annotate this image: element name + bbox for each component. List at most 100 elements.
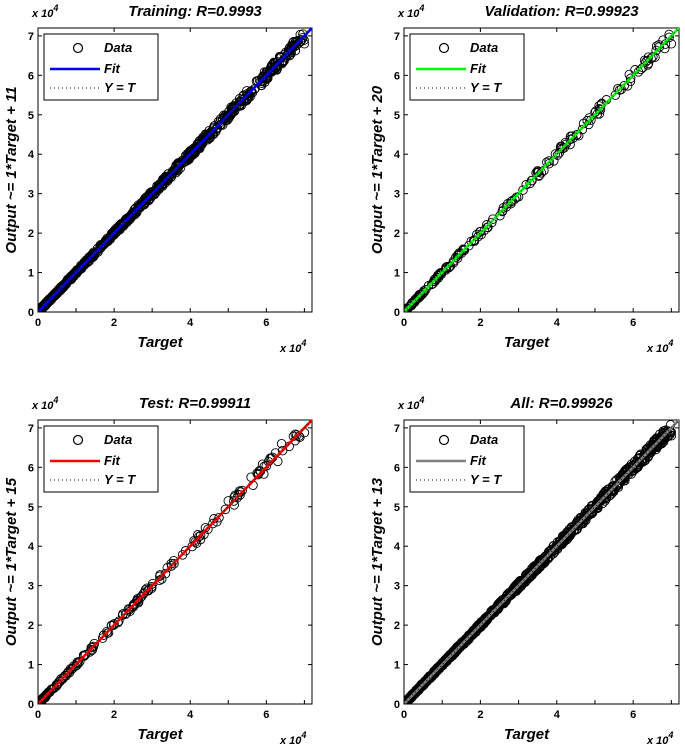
- data-point: [133, 595, 143, 606]
- x-exponent-label: x 104: [646, 730, 673, 747]
- y-tick-label: 6: [28, 462, 34, 474]
- x-tick-label: 0: [401, 709, 407, 721]
- y-tick-label: 7: [28, 31, 34, 43]
- data-point: [198, 133, 208, 144]
- x-axis-label: Target: [137, 726, 183, 743]
- data-point: [544, 156, 554, 166]
- legend-data-marker: [438, 434, 450, 446]
- y-tick-label: 6: [394, 70, 400, 82]
- data-point: [249, 84, 260, 94]
- data-point: [638, 62, 648, 73]
- chart-title: Test: R=0.99911: [139, 395, 251, 412]
- legend-label-fit: Fit: [470, 453, 487, 468]
- data-point: [138, 199, 149, 210]
- y-tick-label: 4: [394, 149, 401, 161]
- data-point: [129, 207, 139, 217]
- data-point: [586, 115, 596, 125]
- data-point: [592, 109, 603, 119]
- x-tick-label: 6: [263, 317, 269, 329]
- data-point: [561, 139, 571, 149]
- y-tick-label: 3: [394, 581, 400, 593]
- legend-box: [43, 425, 159, 493]
- data-point: [517, 579, 527, 590]
- y-exponent-label: x 104: [397, 3, 424, 20]
- y-axis-label: Output ~= 1*Target + 11: [3, 86, 20, 253]
- x-tick-label: 6: [630, 709, 636, 721]
- y-exponent-power: 4: [418, 3, 424, 13]
- data-point: [456, 639, 467, 649]
- data-point: [194, 531, 204, 542]
- legend: Data Fit Y = T: [43, 425, 159, 493]
- legend-label-identity: Y = T: [470, 80, 502, 95]
- x-exponent-base: x 10: [279, 735, 302, 747]
- data-point: [591, 498, 602, 509]
- plot-content: [38, 28, 312, 312]
- data-point: [640, 448, 650, 459]
- data-point: [654, 42, 665, 52]
- data-point: [659, 430, 669, 441]
- data-point: [481, 220, 492, 230]
- data-point: [62, 668, 73, 678]
- data-point: [92, 243, 103, 254]
- data-point: [38, 303, 46, 312]
- data-point: [601, 490, 611, 500]
- x-tick-label: 4: [554, 317, 561, 329]
- x-exponent-power: 4: [300, 338, 306, 348]
- data-point: [208, 518, 218, 529]
- data-point: [602, 489, 612, 499]
- legend-label-identity: Y = T: [470, 472, 502, 487]
- x-tick-label: 2: [477, 317, 483, 329]
- y-exponent-base: x 10: [397, 400, 420, 412]
- data-point: [255, 466, 266, 476]
- data-point: [433, 273, 444, 283]
- x-exponent-power: 4: [667, 730, 673, 740]
- data-point: [432, 663, 443, 673]
- x-tick-label: 0: [35, 709, 41, 721]
- y-tick-label: 2: [28, 228, 34, 240]
- y-tick-label: 4: [394, 541, 401, 553]
- plot-content: [404, 420, 679, 704]
- data-point: [507, 586, 517, 596]
- y-exponent-base: x 10: [31, 400, 54, 412]
- y-exponent-base: x 10: [397, 8, 420, 20]
- y-tick-label: 1: [28, 660, 34, 672]
- data-point: [488, 214, 498, 224]
- identity-line: [38, 420, 312, 704]
- y-tick-label: 1: [394, 660, 400, 672]
- data-point: [411, 685, 421, 696]
- y-tick-label: 2: [28, 620, 34, 632]
- data-point: [88, 641, 99, 652]
- y-tick-label: 0: [394, 699, 400, 711]
- data-point: [277, 445, 288, 456]
- data-point: [625, 465, 635, 475]
- data-point: [448, 257, 459, 268]
- y-tick-label: 4: [28, 541, 35, 553]
- identity-line: [38, 28, 312, 312]
- data-point: [229, 496, 239, 506]
- data-point: [444, 262, 454, 273]
- x-tick-label: 6: [263, 709, 269, 721]
- data-point: [483, 222, 493, 233]
- data-point: [552, 150, 563, 160]
- data-point: [41, 692, 51, 702]
- data-point: [404, 304, 411, 312]
- data-point: [146, 583, 157, 594]
- legend-label-fit: Fit: [470, 61, 487, 76]
- x-axis-label: Target: [504, 334, 550, 351]
- data-point: [87, 252, 98, 263]
- data-point: [572, 130, 582, 140]
- x-tick-label: 2: [111, 709, 117, 721]
- data-point: [113, 617, 123, 628]
- legend: Data Fit Y = T: [43, 33, 159, 101]
- data-point: [610, 90, 621, 100]
- data-point: [666, 39, 677, 49]
- x-exponent-label: x 104: [279, 338, 306, 355]
- data-point: [565, 527, 576, 537]
- y-exponent-label: x 104: [397, 395, 424, 412]
- data-point: [49, 290, 59, 300]
- data-point: [187, 541, 197, 552]
- data-point: [636, 64, 646, 75]
- data-point: [84, 252, 94, 262]
- data-point: [526, 175, 537, 186]
- data-point: [46, 292, 57, 302]
